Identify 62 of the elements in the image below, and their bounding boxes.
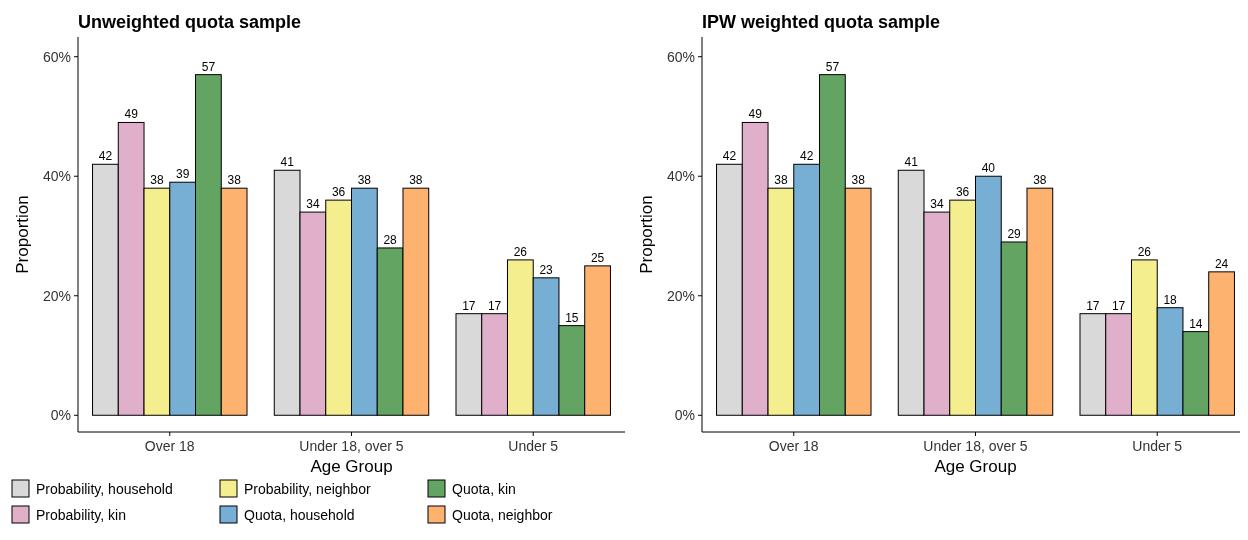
- x-tick-label: Over 18: [144, 438, 195, 454]
- data-label: 36: [331, 185, 346, 200]
- data-label: 34: [930, 197, 944, 212]
- data-label: 57: [201, 59, 216, 74]
- data-label: 17: [487, 298, 502, 313]
- data-label: 39: [175, 167, 190, 182]
- x-tick-label: Under 5: [1132, 438, 1183, 454]
- data-label: 38: [357, 173, 372, 188]
- legend-label: Quota, kin: [452, 480, 516, 497]
- y-axis-title: Proportion: [637, 195, 656, 274]
- data-label: 24: [1214, 256, 1229, 271]
- data-label: 57: [825, 59, 840, 74]
- chart-title: Unweighted quota sample: [78, 12, 302, 32]
- data-label: 14: [1189, 316, 1203, 331]
- data-label: 38: [150, 173, 164, 188]
- data-label: 29: [1007, 226, 1022, 241]
- data-label: 28: [383, 232, 398, 247]
- data-label: 42: [98, 149, 113, 164]
- y-tick-label: 0%: [50, 407, 71, 424]
- x-axis-title: Age Group: [310, 457, 393, 476]
- data-label: 17: [1086, 298, 1100, 313]
- x-tick-label: Over 18: [768, 438, 819, 454]
- data-label: 38: [774, 173, 788, 188]
- data-label: 38: [1033, 173, 1047, 188]
- y-tick-label: 0%: [674, 407, 695, 424]
- y-tick-label: 60%: [42, 48, 71, 65]
- y-tick-label: 20%: [666, 287, 695, 304]
- data-label: 41: [280, 155, 295, 170]
- data-label: 36: [955, 185, 970, 200]
- data-label: 42: [799, 149, 814, 164]
- x-tick-label: Under 18, over 5: [299, 438, 404, 454]
- legend-label: Probability, neighbor: [244, 480, 371, 497]
- data-label: 38: [409, 173, 423, 188]
- data-label: 17: [1111, 298, 1126, 313]
- data-label: 23: [539, 262, 554, 277]
- data-label: 18: [1163, 292, 1178, 307]
- y-tick-label: 60%: [666, 48, 695, 65]
- data-label: 40: [981, 161, 996, 176]
- legend-label: Probability, household: [36, 480, 173, 497]
- data-label: 15: [565, 310, 579, 325]
- data-label: 26: [1137, 244, 1152, 259]
- data-label: 38: [851, 173, 866, 188]
- data-label: 38: [227, 173, 242, 188]
- data-label: 25: [590, 250, 605, 265]
- data-label: 26: [513, 244, 528, 259]
- y-axis-title: Proportion: [13, 195, 32, 274]
- x-tick-label: Under 5: [508, 438, 559, 454]
- y-tick-label: 40%: [42, 168, 71, 185]
- legend-label: Probability, kin: [36, 506, 127, 523]
- data-label: 42: [722, 149, 737, 164]
- data-label: 41: [904, 155, 919, 170]
- data-label: 34: [306, 197, 320, 212]
- x-axis-title: Age Group: [934, 457, 1017, 476]
- y-tick-label: 20%: [42, 287, 71, 304]
- legend-label: Quota, neighbor: [452, 506, 553, 523]
- data-label: 17: [462, 298, 476, 313]
- data-label: 49: [124, 107, 139, 122]
- legend-label: Quota, household: [244, 506, 355, 523]
- x-tick-label: Under 18, over 5: [923, 438, 1028, 454]
- chart-title: IPW weighted quota sample: [702, 12, 941, 32]
- y-tick-label: 40%: [666, 168, 695, 185]
- data-label: 49: [748, 107, 763, 122]
